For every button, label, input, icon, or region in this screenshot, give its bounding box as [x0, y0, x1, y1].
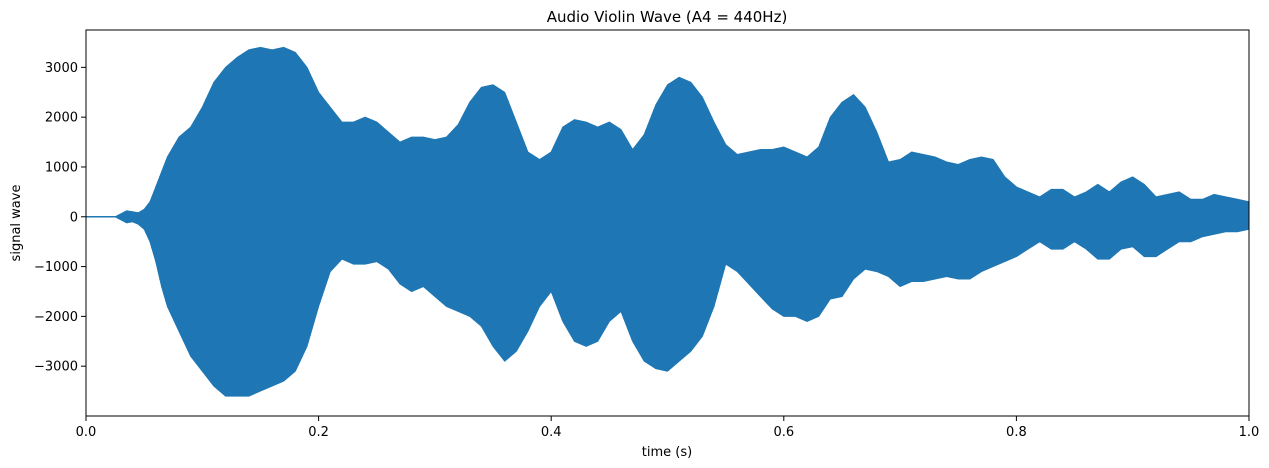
waveform-strokes: [115, 47, 1249, 397]
y-axis-label: signal wave: [9, 185, 24, 262]
plot-area: [86, 46, 1250, 397]
y-axis: −3000 −2000 −1000 0 1000 2000 3000: [34, 61, 86, 375]
y-tick-label: 2000: [45, 111, 78, 126]
y-tick-label: −1000: [34, 260, 78, 275]
y-tick-label: 0: [70, 210, 78, 225]
x-tick-label: 0.2: [308, 425, 329, 440]
y-tick-label: −3000: [34, 360, 78, 375]
x-tick-label: 0.6: [773, 425, 794, 440]
y-tick-label: −2000: [34, 310, 78, 325]
y-tick-label: 3000: [45, 61, 78, 76]
x-axis: 0.0 0.2 0.4 0.6 0.8 1.0: [76, 416, 1260, 440]
chart-title: Audio Violin Wave (A4 = 440Hz): [547, 8, 788, 26]
x-axis-label: time (s): [642, 445, 692, 460]
plot-frame: [85, 29, 1250, 417]
x-tick-label: 0.8: [1006, 425, 1027, 440]
x-tick-label: 0.4: [541, 425, 562, 440]
y-tick-label: 1000: [45, 160, 78, 175]
x-tick-label: 1.0: [1239, 425, 1260, 440]
x-tick-label: 0.0: [76, 425, 97, 440]
waveform-oscillation: [115, 47, 1249, 397]
